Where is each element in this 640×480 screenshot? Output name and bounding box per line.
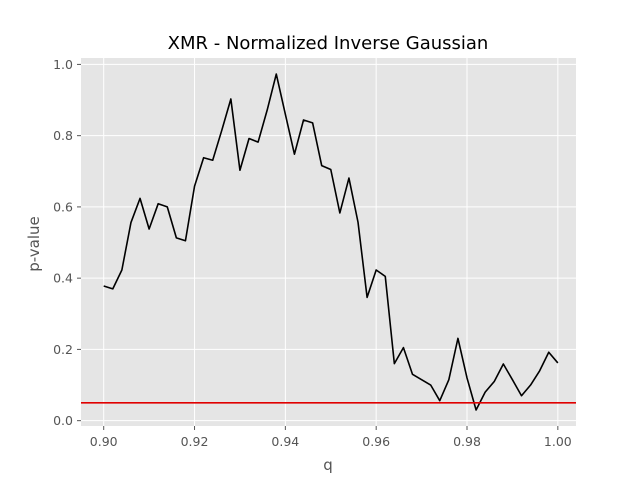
x-tick-label: 0.94 [271, 434, 299, 449]
x-tick-label: 0.92 [181, 434, 209, 449]
x-axis-label: q [323, 456, 333, 474]
y-tick-label: 0.6 [53, 199, 73, 214]
plot-area [81, 58, 576, 426]
y-tick-label: 1.0 [53, 57, 73, 72]
grid [81, 58, 576, 426]
y-axis: 0.0 0.2 0.4 0.6 0.8 1.0 [53, 57, 81, 428]
chart-title: XMR - Normalized Inverse Gaussian [168, 33, 489, 54]
x-tick-label: 0.96 [362, 434, 390, 449]
x-tick-label: 0.90 [90, 434, 118, 449]
y-tick-label: 0.8 [53, 128, 73, 143]
y-tick-label: 0.0 [53, 413, 73, 428]
x-axis: 0.90 0.92 0.94 0.96 0.98 1.00 [90, 426, 572, 449]
y-tick-label: 0.4 [53, 271, 73, 286]
x-tick-label: 1.00 [544, 434, 572, 449]
data-layer [81, 73, 576, 411]
y-tick-label: 0.2 [53, 342, 73, 357]
series-line [103, 73, 559, 411]
y-axis-label: p-value [25, 216, 43, 272]
x-tick-label: 0.98 [453, 434, 481, 449]
